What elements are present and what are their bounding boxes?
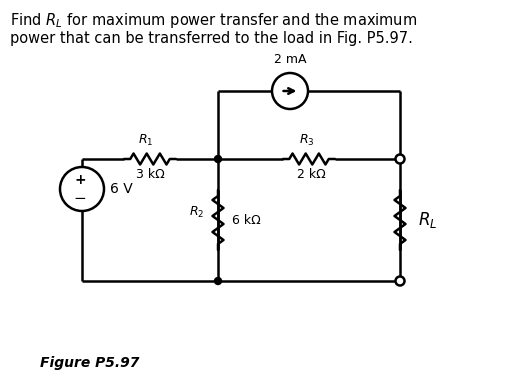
Text: 2 mA: 2 mA bbox=[274, 53, 306, 66]
Circle shape bbox=[214, 277, 222, 285]
Text: 3 kΩ: 3 kΩ bbox=[136, 168, 164, 181]
Text: $R_1$: $R_1$ bbox=[138, 133, 154, 147]
Text: $R_L$: $R_L$ bbox=[418, 210, 437, 230]
Text: 2 kΩ: 2 kΩ bbox=[297, 168, 325, 181]
Text: Figure P5.97: Figure P5.97 bbox=[40, 356, 139, 370]
Text: power that can be transferred to the load in Fig. P5.97.: power that can be transferred to the loa… bbox=[10, 32, 413, 46]
Text: Find $R_L$ for maximum power transfer and the maximum: Find $R_L$ for maximum power transfer an… bbox=[10, 11, 418, 30]
Text: −: − bbox=[74, 191, 87, 206]
Text: 6 V: 6 V bbox=[110, 182, 133, 196]
Circle shape bbox=[396, 277, 405, 285]
Circle shape bbox=[214, 155, 222, 163]
Text: $R_2$: $R_2$ bbox=[189, 205, 204, 219]
Text: $R_3$: $R_3$ bbox=[299, 133, 315, 147]
Text: 6 kΩ: 6 kΩ bbox=[232, 213, 261, 226]
Text: +: + bbox=[74, 173, 86, 187]
Circle shape bbox=[396, 155, 405, 163]
